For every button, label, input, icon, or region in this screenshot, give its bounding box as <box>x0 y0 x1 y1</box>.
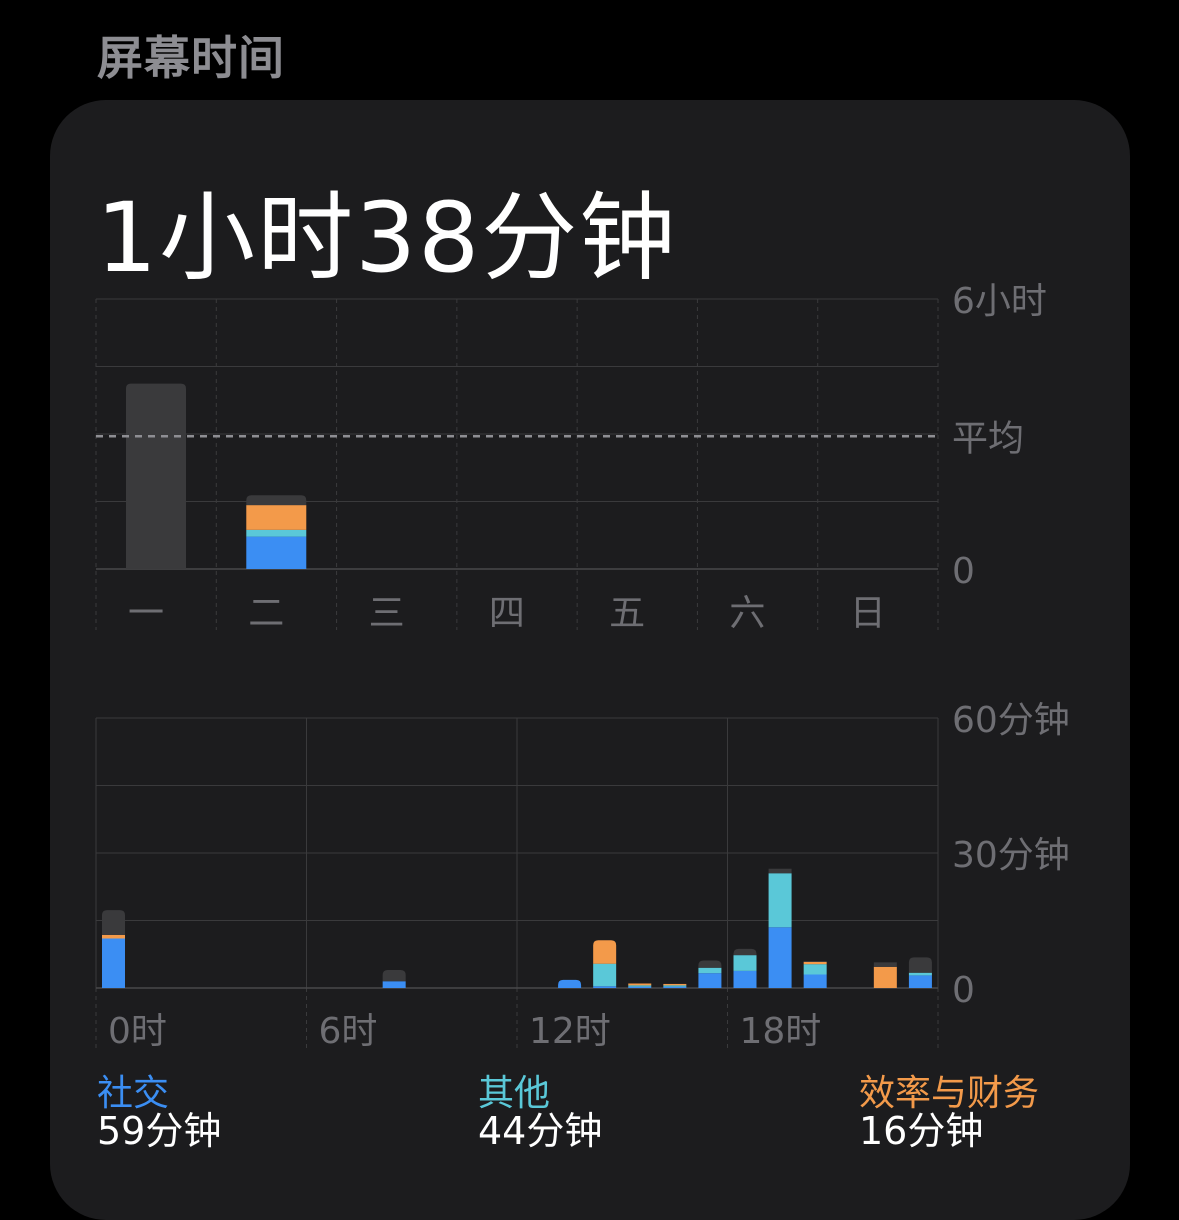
weekly-day-label: 四 <box>489 593 525 634</box>
hourly-bar-17-seg-1 <box>698 967 722 974</box>
section-title: 屏幕时间 <box>97 31 285 85</box>
hourly-bar-18-seg-3 <box>733 948 757 956</box>
weekly-bar-1-seg-1 <box>246 529 307 537</box>
hourly-bar-14-seg-1 <box>593 963 617 987</box>
hourly-bar-23-seg-1 <box>908 972 932 976</box>
screen-time-card[interactable] <box>50 100 1130 1220</box>
hourly-y-tick-label: 0 <box>952 970 975 1011</box>
weekly-bar-1-seg-0 <box>246 536 307 569</box>
hourly-y-tick-label: 30分钟 <box>952 835 1070 876</box>
weekly-bar-1-seg-2 <box>246 505 307 530</box>
total-screen-time: 1小时38分钟 <box>96 182 678 294</box>
legend-value-other: 44分钟 <box>478 1109 603 1153</box>
legend-label-other: 其他 <box>478 1073 551 1114</box>
hourly-bar-19-seg-0 <box>768 927 792 988</box>
hourly-bar-15-seg-1 <box>628 985 652 987</box>
hourly-bar-14-seg-0 <box>593 986 617 988</box>
weekly-day-label: 六 <box>729 593 765 634</box>
hourly-bar-0-seg-0 <box>102 938 125 988</box>
hourly-bar-20-seg-3 <box>803 961 827 962</box>
hourly-bar-16-seg-2 <box>663 983 687 986</box>
weekly-bar-0-seg-3 <box>126 383 186 569</box>
weekly-day-label: 二 <box>248 593 284 634</box>
hourly-bar-16-seg-0 <box>663 986 687 988</box>
hourly-bar-22-seg-3 <box>873 962 897 967</box>
hourly-bar-23-seg-3 <box>908 957 932 973</box>
legend-label-social: 社交 <box>97 1073 170 1114</box>
hourly-bar-20-seg-0 <box>803 974 827 988</box>
hourly-bar-18-seg-1 <box>733 955 757 971</box>
hourly-y-tick-label: 60分钟 <box>952 700 1070 741</box>
weekly-y-tick-label: 0 <box>952 551 975 592</box>
weekly-day-label: 三 <box>369 593 405 634</box>
hourly-bar-15-seg-2 <box>628 983 652 986</box>
weekly-day-label: 日 <box>850 593 886 634</box>
hourly-bar-23-seg-0 <box>908 975 932 988</box>
weekly-day-label: 五 <box>609 593 645 634</box>
hourly-bar-19-seg-3 <box>768 868 792 874</box>
hourly-bar-20-seg-2 <box>803 961 827 965</box>
hourly-bar-16-seg-1 <box>663 985 687 987</box>
screen-time-charts: 一 二 三 四 五 六 日 平均 6小时 0 0时 6时 12时 18时 60分钟 30分钟 0 <box>95 281 1070 1052</box>
weekly-bar-1-seg-3 <box>246 495 307 506</box>
weekly-average-label: 平均 <box>952 418 1024 459</box>
hourly-bar-8-seg-3 <box>382 970 406 982</box>
hourly-x-tick-label: 0时 <box>108 1011 167 1052</box>
weekly-y-tick-label: 6小时 <box>952 281 1047 322</box>
hourly-x-tick-label: 12时 <box>529 1011 611 1052</box>
hourly-bar-17-seg-0 <box>698 973 722 988</box>
legend-label-productivity: 效率与财务 <box>859 1073 1040 1114</box>
hourly-x-tick-label: 6时 <box>319 1011 378 1052</box>
hourly-x-tick-label: 18时 <box>740 1011 822 1052</box>
hourly-bar-20-seg-1 <box>803 964 827 975</box>
legend-value-productivity: 16分钟 <box>859 1109 984 1153</box>
hourly-bar-14-seg-2 <box>593 940 617 964</box>
hourly-bar-22-seg-2 <box>873 966 897 988</box>
hourly-bar-19-seg-1 <box>768 873 792 928</box>
hourly-bar-18-seg-0 <box>733 970 757 988</box>
weekly-day-label: 一 <box>128 593 164 634</box>
hourly-bar-13-seg-0 <box>558 979 582 988</box>
hourly-bar-17-seg-3 <box>698 960 722 968</box>
hourly-bar-15-seg-0 <box>628 986 652 988</box>
hourly-bar-0-seg-2 <box>102 934 125 939</box>
legend-value-social: 59分钟 <box>97 1109 222 1153</box>
hourly-bar-0-seg-3 <box>102 910 125 935</box>
hourly-bar-8-seg-0 <box>382 981 406 988</box>
